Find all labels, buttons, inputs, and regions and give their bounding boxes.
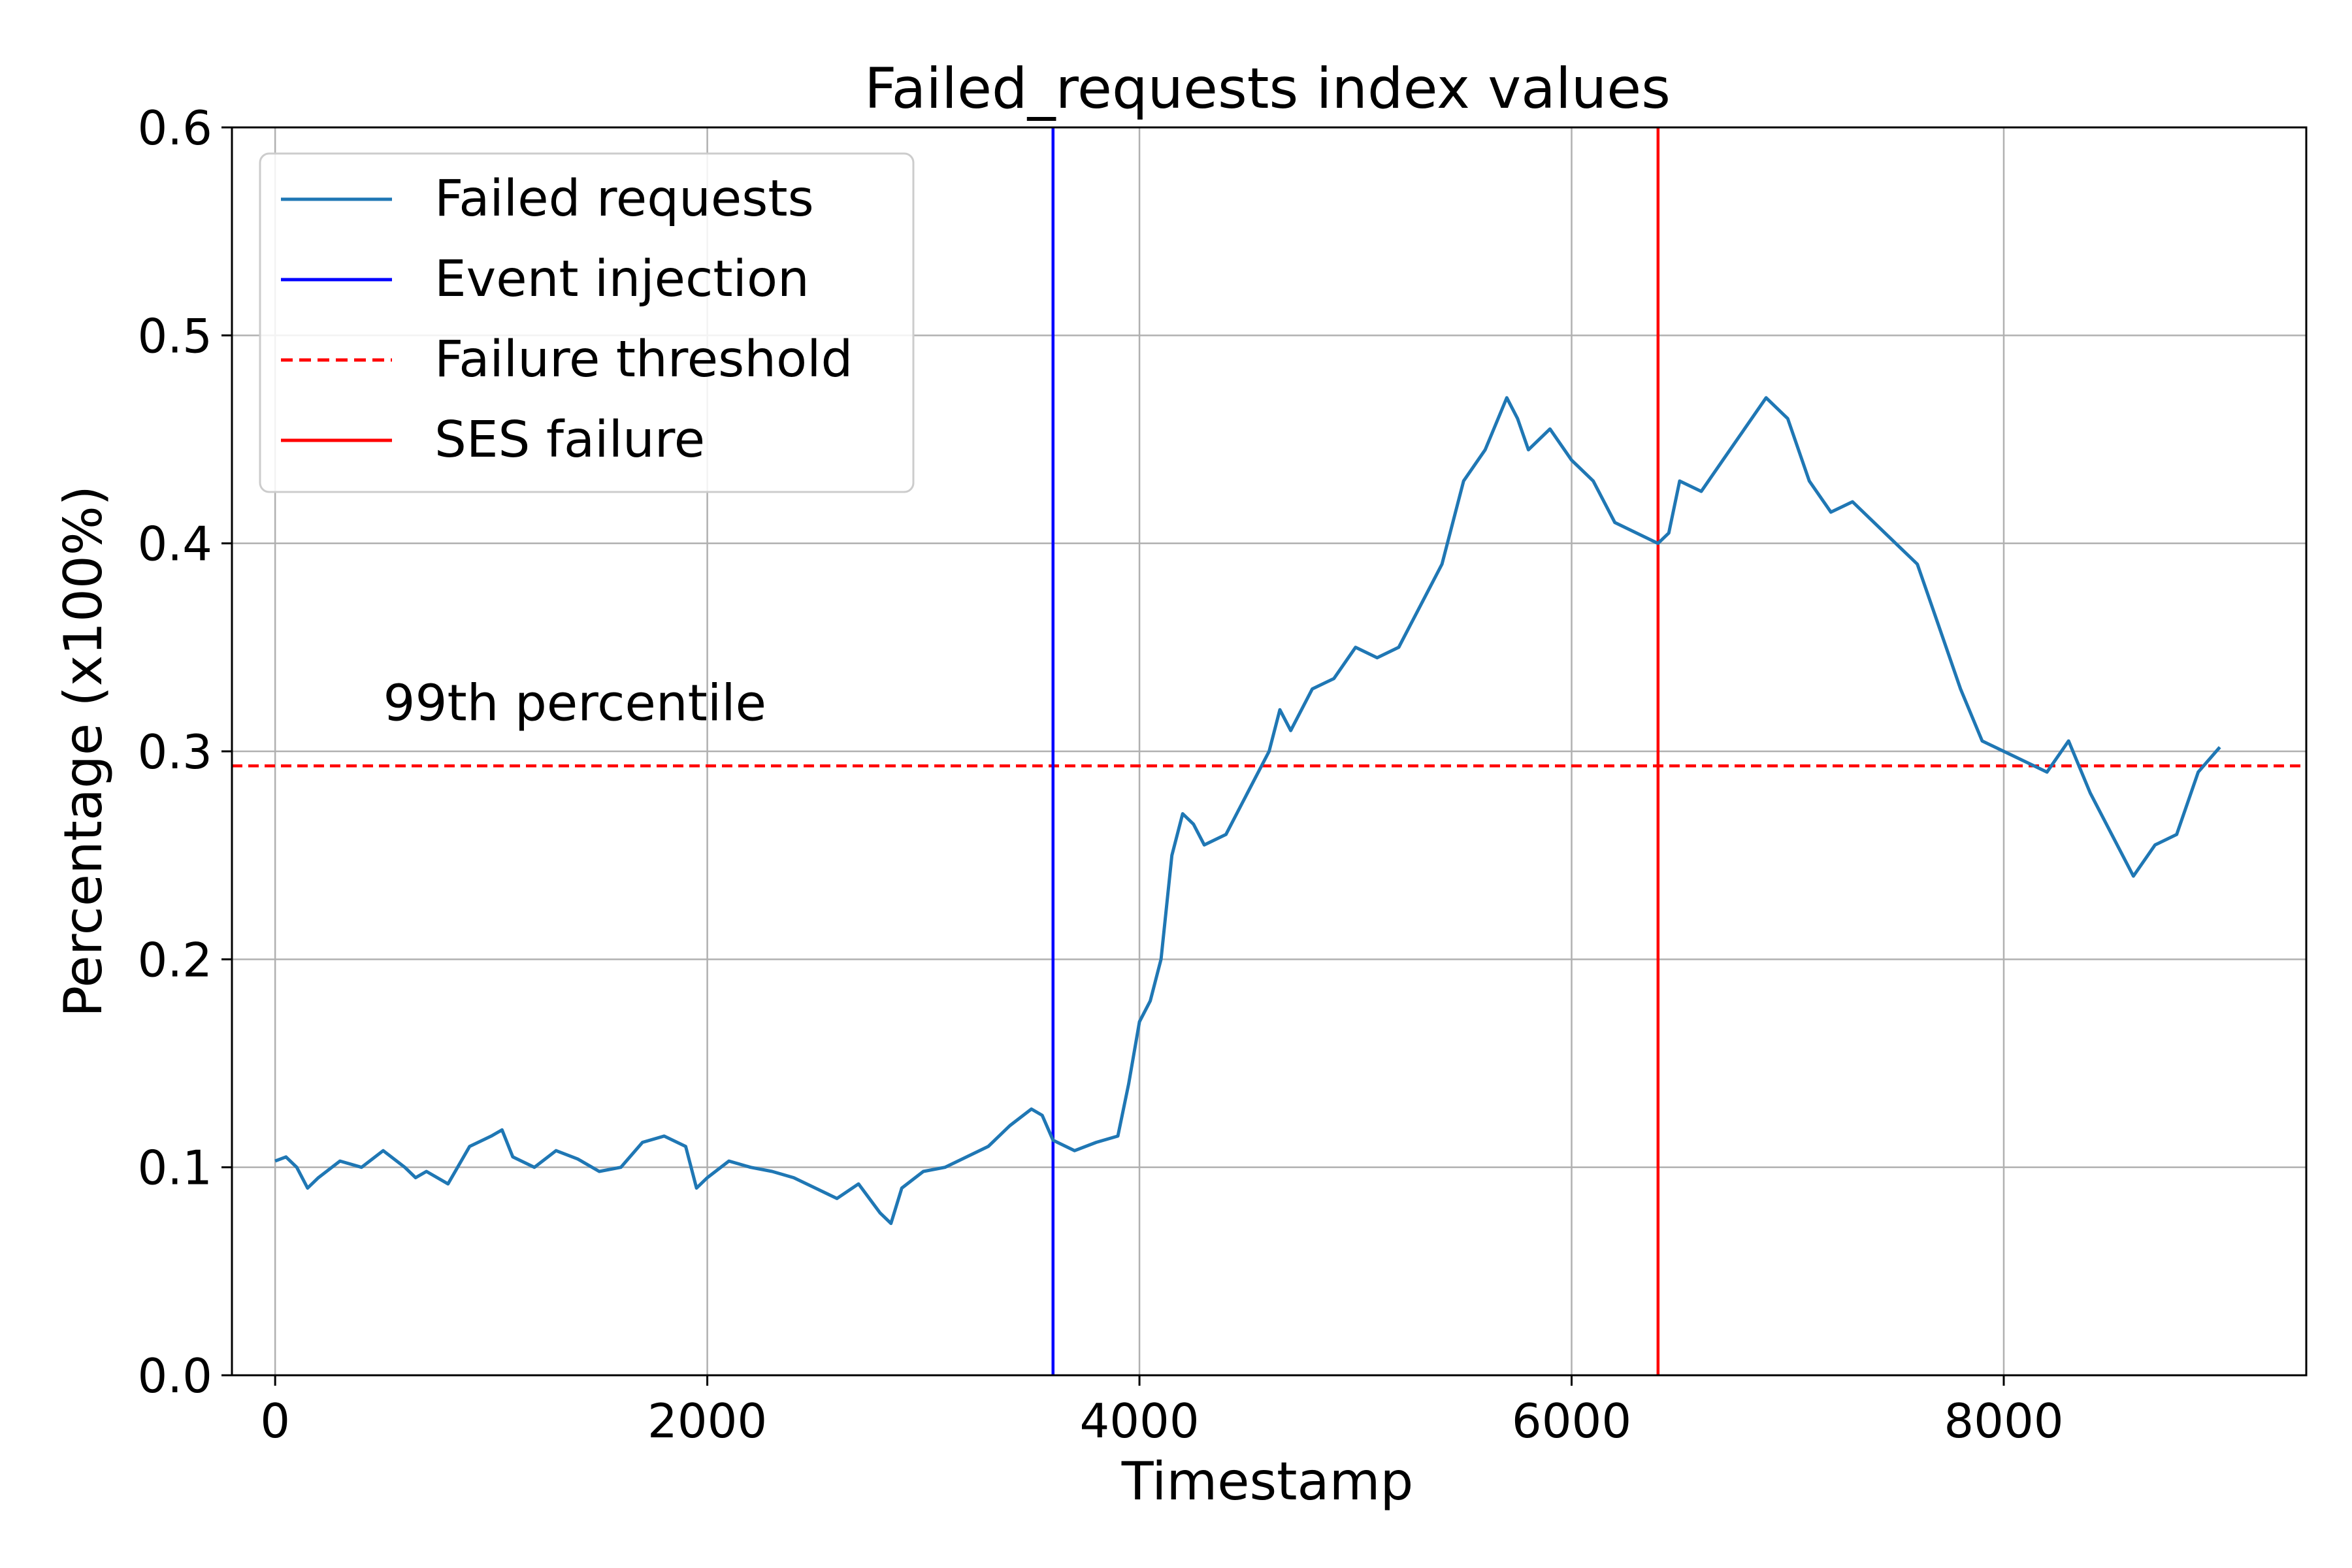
y-tick-label: 0.3	[137, 725, 212, 779]
legend-label-failure-threshold: Failure threshold	[434, 331, 853, 389]
legend: Failed requests Event injection Failure …	[259, 152, 915, 493]
legend-label-event-injection: Event injection	[434, 250, 809, 308]
y-tick-label: 0.5	[137, 308, 212, 363]
legend-box	[259, 152, 915, 493]
chart-title: Failed_requests index values	[864, 56, 1671, 122]
x-tick-label: 0	[260, 1394, 290, 1448]
x-tick-label: 4000	[1079, 1394, 1199, 1448]
x-axis-label: Timestamp	[1121, 1451, 1414, 1512]
x-tick-label: 8000	[1944, 1394, 2063, 1448]
y-tick-label: 0.4	[137, 517, 212, 572]
legend-label-ses-failure: SES failure	[434, 411, 705, 469]
series-layer	[274, 396, 2221, 1226]
y-tick-label: 0.0	[137, 1348, 212, 1403]
y-tick-label: 0.1	[137, 1141, 212, 1196]
series-failed-requests-line	[274, 396, 2221, 1226]
y-ticks: 0.0 0.1 0.2 0.3 0.4 0.5 0.6	[137, 101, 232, 1403]
legend-label-failed-requests: Failed requests	[434, 170, 814, 228]
x-tick-label: 2000	[647, 1394, 767, 1448]
y-tick-label: 0.6	[137, 101, 212, 155]
annotation-99th-percentile: 99th percentile	[384, 674, 767, 732]
x-ticks: 0 2000 4000 6000 8000	[260, 1375, 2064, 1448]
y-tick-label: 0.2	[137, 932, 212, 987]
reference-lines	[232, 127, 2306, 1375]
y-axis-label: Percentage (x100%)	[53, 485, 114, 1017]
x-tick-label: 6000	[1512, 1394, 1631, 1448]
